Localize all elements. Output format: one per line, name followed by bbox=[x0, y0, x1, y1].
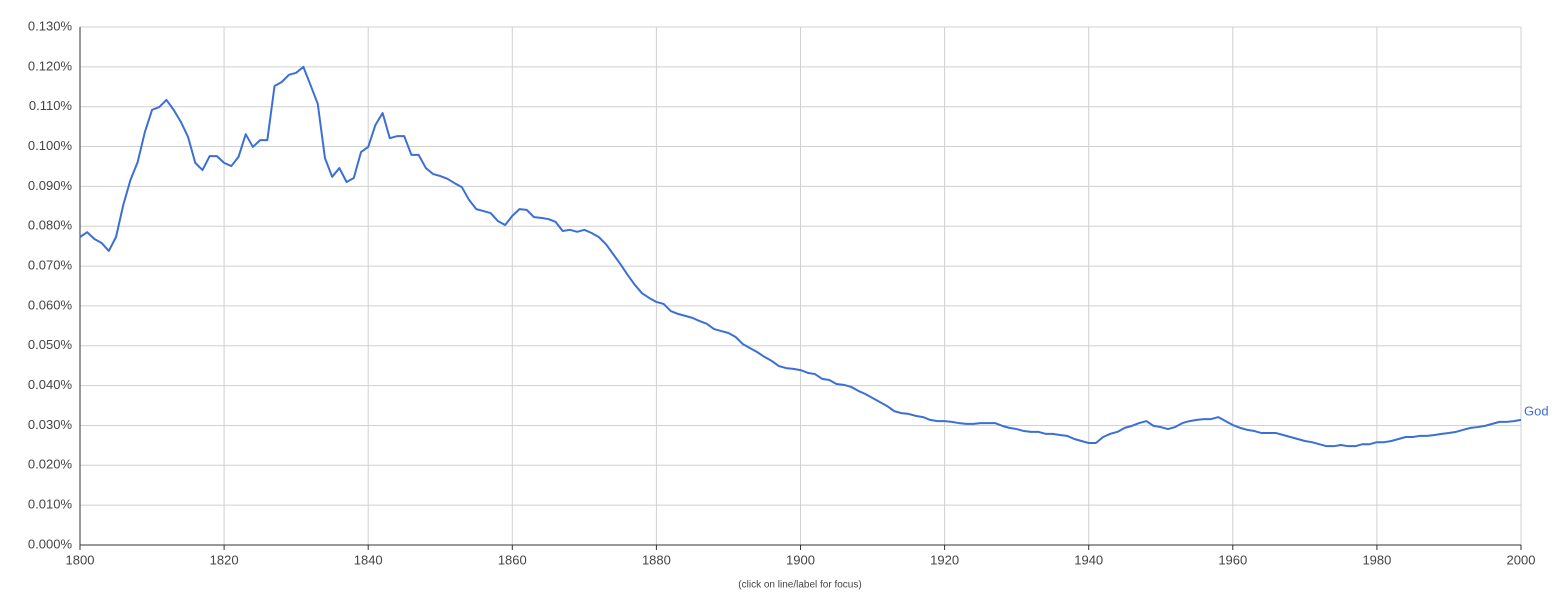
y-tick-label: 0.120% bbox=[28, 58, 73, 73]
y-tick-label: 0.100% bbox=[28, 138, 73, 153]
y-tick-label: 0.070% bbox=[28, 258, 73, 273]
y-tick-label: 0.000% bbox=[28, 536, 73, 551]
x-tick-label: 1980 bbox=[1362, 552, 1391, 567]
y-tick-label: 0.010% bbox=[28, 497, 73, 512]
x-tick-label: 1960 bbox=[1218, 552, 1247, 567]
y-tick-label: 0.090% bbox=[28, 178, 73, 193]
x-tick-label: 1900 bbox=[786, 552, 815, 567]
y-tick-label: 0.050% bbox=[28, 337, 73, 352]
y-tick-label: 0.080% bbox=[28, 218, 73, 233]
x-tick-label: 1920 bbox=[930, 552, 959, 567]
y-tick-label: 0.110% bbox=[29, 98, 73, 113]
series-line[interactable] bbox=[79, 65, 1522, 448]
x-tick-label: 1820 bbox=[210, 552, 239, 567]
x-tick-label: 1840 bbox=[354, 552, 383, 567]
y-tick-label: 0.060% bbox=[28, 297, 73, 312]
y-tick-label: 0.130% bbox=[28, 18, 73, 33]
y-tick-label: 0.020% bbox=[28, 457, 73, 472]
x-tick-label: 1940 bbox=[1074, 552, 1103, 567]
chart-note: (click on line/label for focus) bbox=[738, 580, 861, 591]
x-tick-label: 1800 bbox=[66, 552, 95, 567]
x-tick-label: 1860 bbox=[498, 552, 527, 567]
series-label[interactable]: God bbox=[1524, 403, 1549, 418]
y-tick-label: 0.040% bbox=[28, 377, 73, 392]
x-tick-label: 2000 bbox=[1507, 552, 1536, 567]
y-tick-label: 0.030% bbox=[28, 417, 73, 432]
x-tick-label: 1880 bbox=[642, 552, 671, 567]
